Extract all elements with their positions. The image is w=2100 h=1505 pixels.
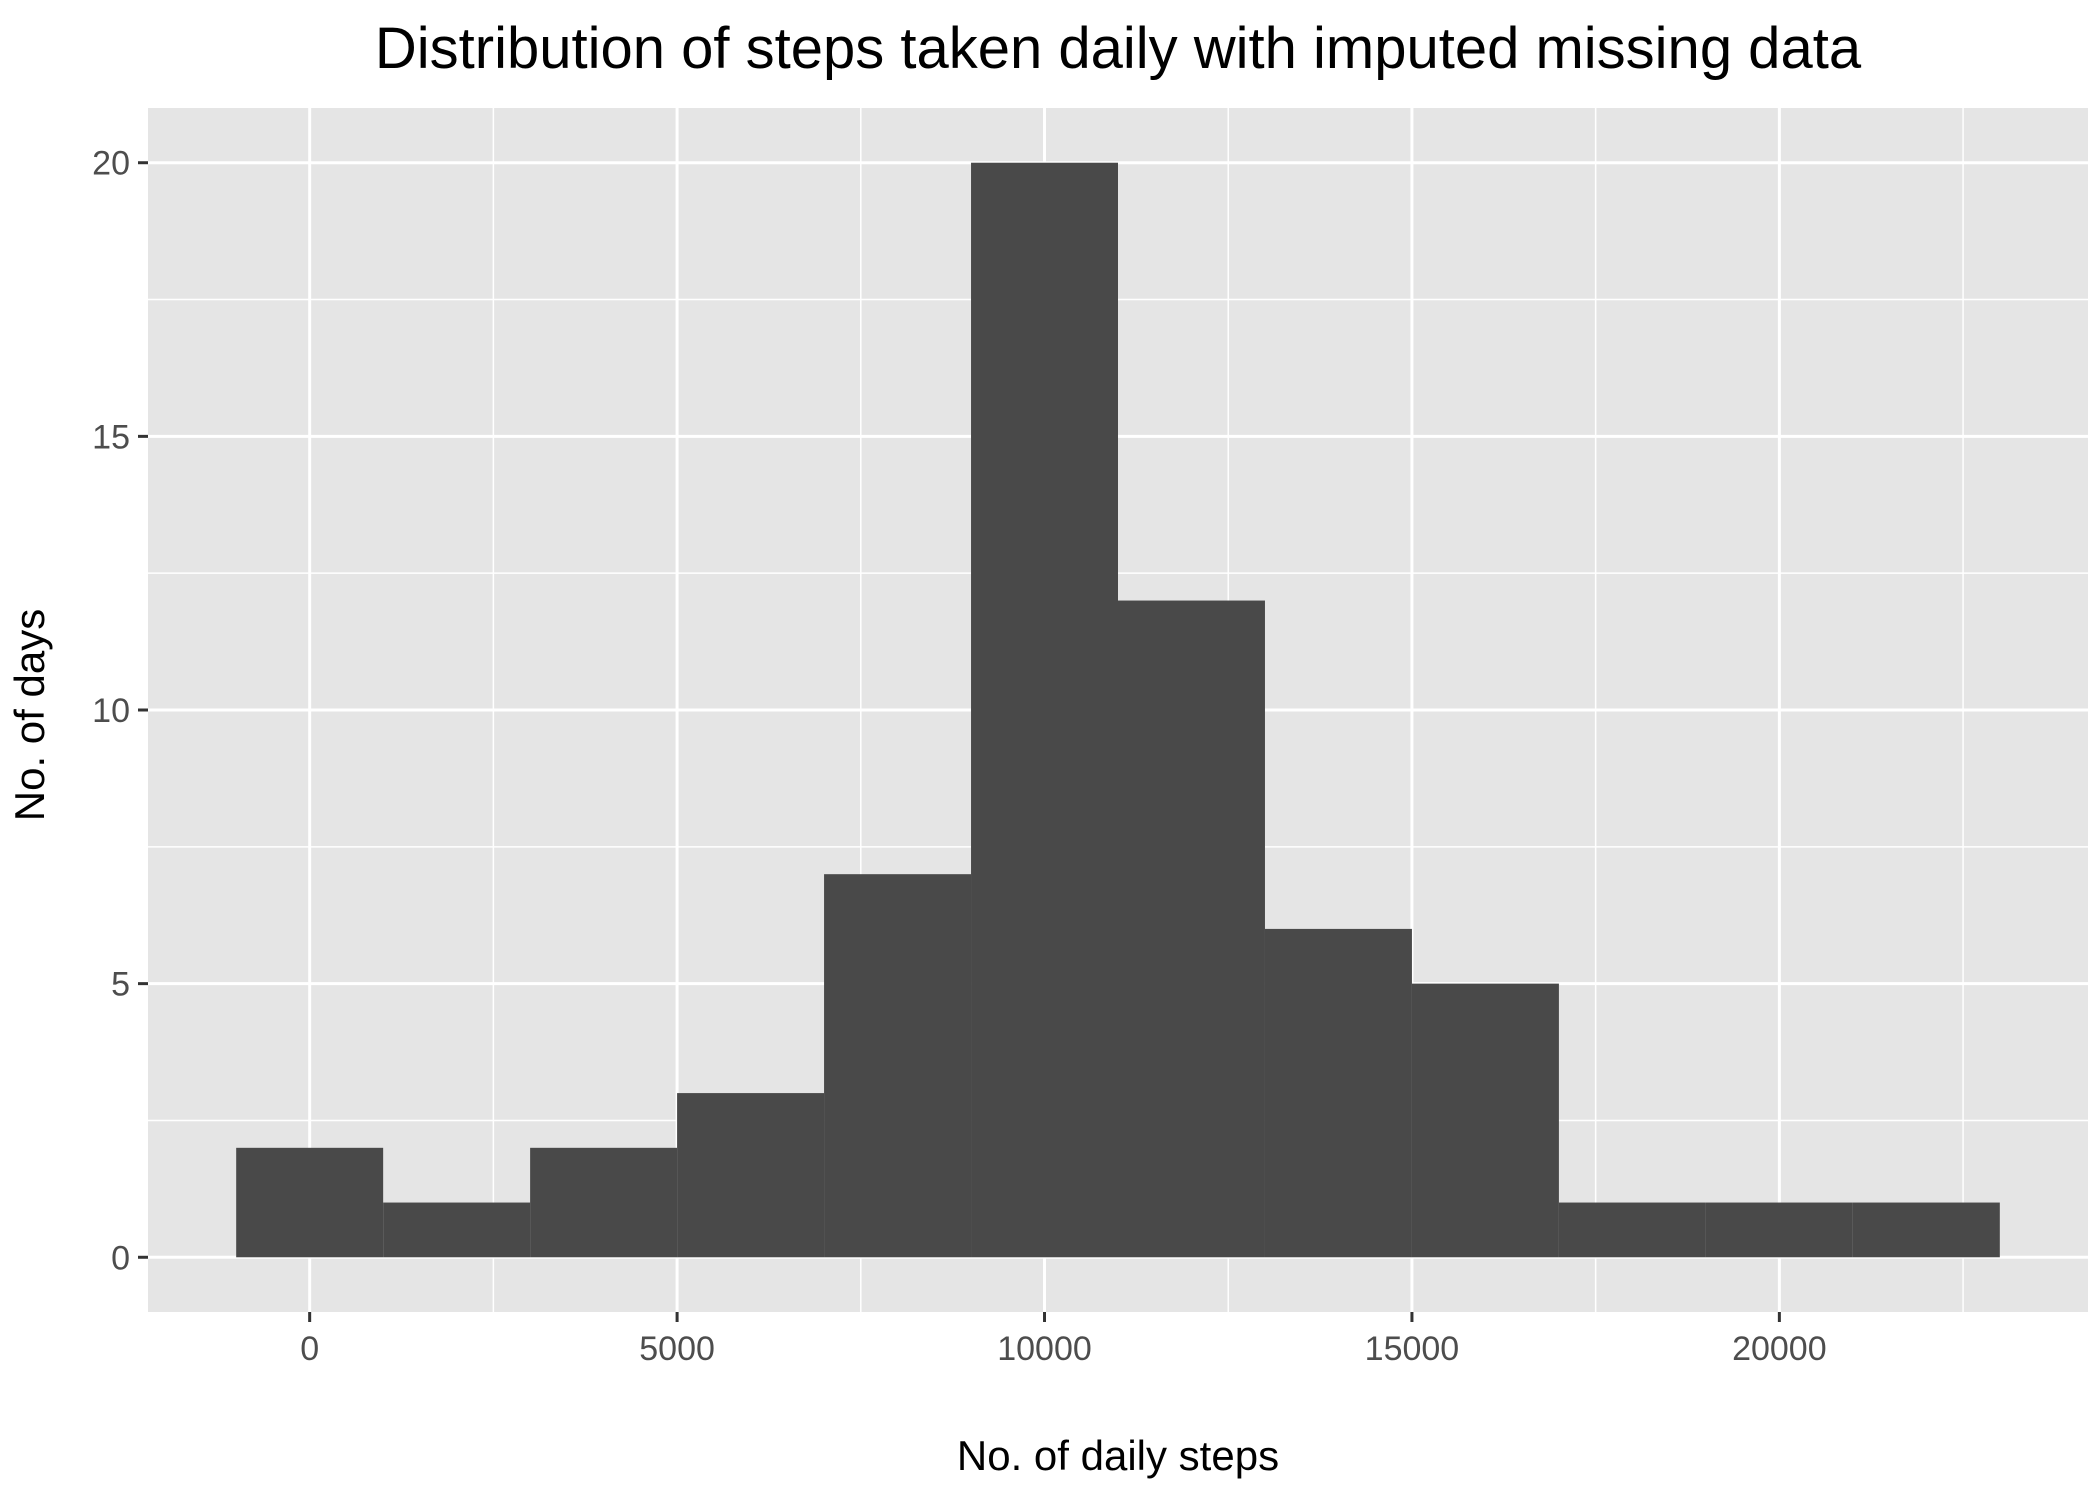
histogram-bar [236,1147,384,1258]
chart-title: Distribution of steps taken daily with i… [375,16,1862,81]
y-tick-label: 15 [92,418,130,456]
x-tick-label: 15000 [1365,1330,1460,1368]
histogram-bars [236,162,2000,1258]
histogram-bar [1705,1202,1853,1258]
y-tick-label: 0 [111,1239,130,1277]
y-tick-label: 10 [92,692,130,730]
x-axis: 0 5000 10000 15000 20000 [300,1312,1827,1368]
histogram-bar [1852,1202,2000,1258]
x-tick-label: 20000 [1732,1330,1827,1368]
histogram-bar [824,874,972,1258]
y-tick-label: 20 [92,145,130,183]
x-axis-title: No. of daily steps [957,1432,1279,1479]
histogram-bar [1264,928,1412,1258]
histogram-bar [677,1093,825,1258]
x-tick-label: 0 [300,1330,319,1368]
x-tick-label: 10000 [997,1330,1092,1368]
y-tick-label: 5 [111,966,130,1004]
histogram-bar [971,162,1118,1258]
histogram-bar [1411,983,1559,1258]
y-axis-title: No. of days [6,609,53,821]
x-tick-label: 5000 [639,1330,715,1368]
histogram-bar [530,1147,678,1258]
histogram-bar [1558,1202,1706,1258]
histogram-bar [1118,600,1265,1258]
histogram-bar [383,1202,531,1258]
y-axis: 0 5 10 15 20 [92,145,148,1277]
